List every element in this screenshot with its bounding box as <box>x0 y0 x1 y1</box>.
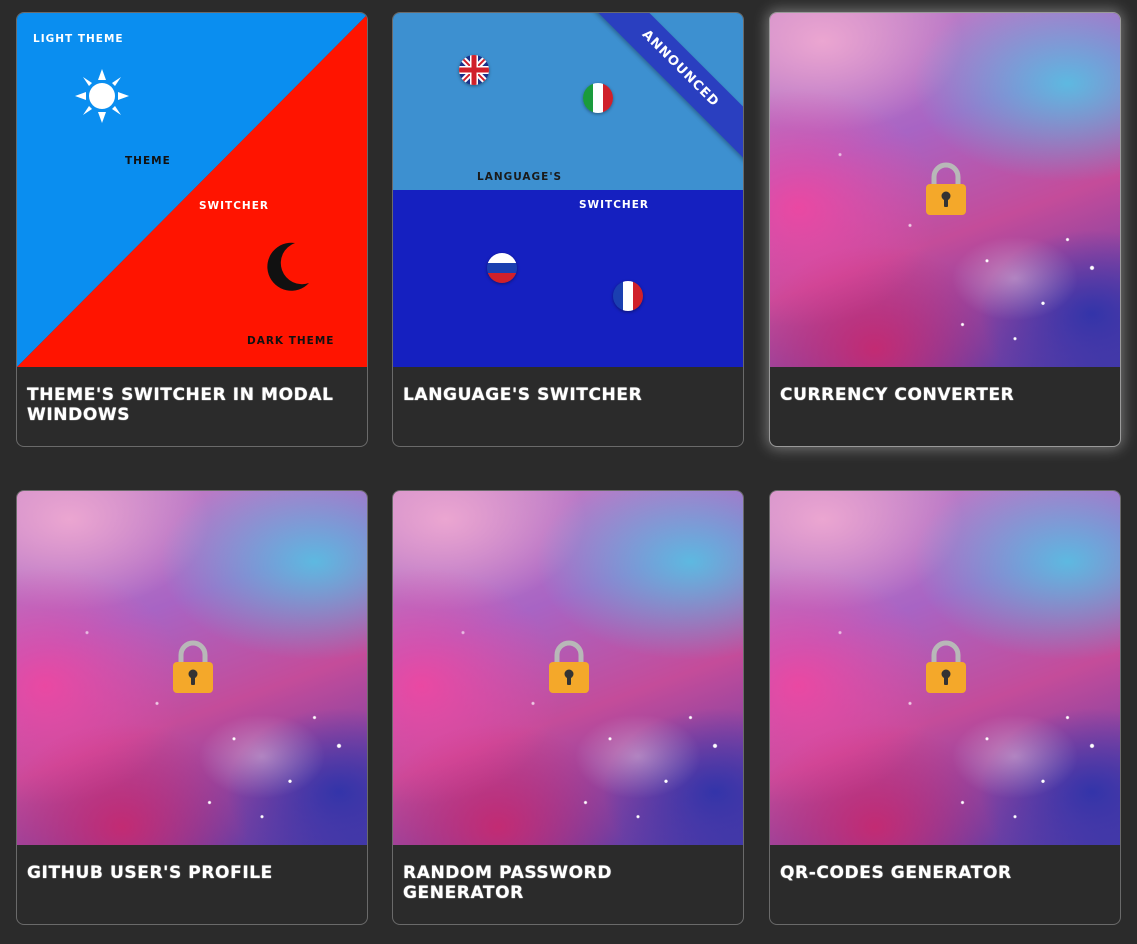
project-card-github-profile[interactable]: GITHUB USER'S PROFILE <box>16 490 368 925</box>
project-card-password-generator[interactable]: RANDOM PASSWORD GENERATOR <box>392 490 744 925</box>
card-thumbnail: LIGHT THEME THEME SWITCHER DARK THEME <box>17 13 367 367</box>
switcher-label: SWITCHER <box>579 199 649 211</box>
lock-icon <box>926 162 966 215</box>
card-thumbnail <box>393 491 743 845</box>
languages-label: LANGUAGE'S <box>477 171 563 183</box>
light-theme-label: LIGHT THEME <box>33 33 124 45</box>
card-thumbnail <box>17 491 367 845</box>
dark-theme-label: DARK THEME <box>247 335 335 347</box>
lock-icon <box>173 640 213 693</box>
switcher-label: SWITCHER <box>199 200 269 212</box>
france-flag-icon <box>613 281 643 311</box>
project-card-currency-converter[interactable]: CURRENCY CONVERTER <box>769 12 1121 447</box>
project-card-qr-generator[interactable]: QR-CODES GENERATOR <box>769 490 1121 925</box>
card-title: GITHUB USER'S PROFILE <box>27 863 273 883</box>
card-thumbnail: ANNOUNCED LANGUAGE'S SWITC <box>393 13 743 367</box>
card-thumbnail <box>770 491 1120 845</box>
card-title: QR-CODES GENERATOR <box>780 863 1012 883</box>
russia-flag-icon <box>487 253 517 283</box>
uk-flag-icon <box>459 55 489 85</box>
card-title: CURRENCY CONVERTER <box>780 385 1015 405</box>
card-title: THEME'S SWITCHER IN MODAL WINDOWS <box>27 385 334 425</box>
project-card-language-switcher[interactable]: ANNOUNCED LANGUAGE'S SWITC <box>392 12 744 447</box>
italy-flag-icon <box>583 83 613 113</box>
card-title: LANGUAGE'S SWITCHER <box>403 385 643 405</box>
card-title: RANDOM PASSWORD GENERATOR <box>403 863 613 903</box>
thumbnail-bottom-band <box>393 190 743 367</box>
card-thumbnail <box>770 13 1120 367</box>
thumbnail-top-band <box>393 13 743 190</box>
lock-icon <box>549 640 589 693</box>
sun-icon <box>75 69 129 123</box>
lock-icon <box>926 640 966 693</box>
theme-diagonal-background <box>17 13 367 367</box>
project-card-theme-switcher[interactable]: LIGHT THEME THEME SWITCHER DARK THEME TH… <box>16 12 368 447</box>
theme-label: THEME <box>125 155 171 167</box>
moon-icon <box>267 242 309 291</box>
